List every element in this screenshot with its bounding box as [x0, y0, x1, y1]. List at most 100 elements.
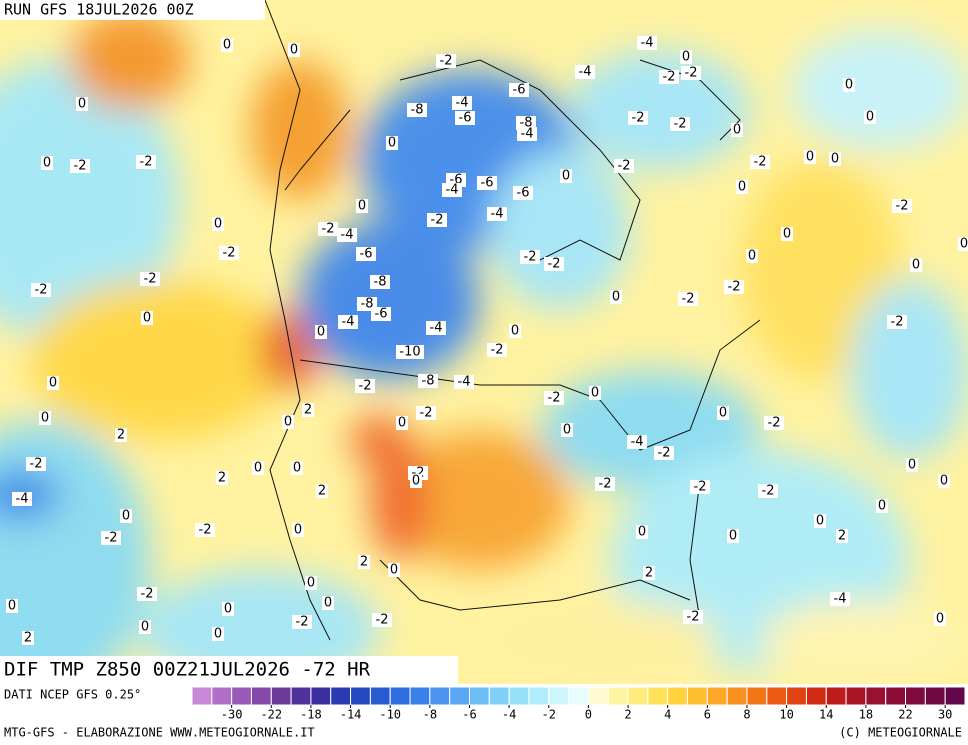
contour-label-box: [454, 375, 474, 389]
contour-label-box: [338, 315, 358, 329]
contour-label: -2: [658, 446, 671, 461]
contour-label-box: [195, 523, 215, 537]
colorbar-swatch: [647, 686, 669, 706]
contour-label-box: [288, 43, 300, 57]
colorbar-tick-label: -14: [340, 708, 362, 722]
contour-label-box: [358, 555, 370, 569]
contour-label-box: [934, 612, 946, 626]
field-label: DIF TMP Z850 00Z21JUL2026 -72 HR: [4, 659, 371, 681]
contour-label-box: [396, 416, 408, 430]
contour-label-box: [39, 411, 51, 425]
contour-label-box: [416, 406, 436, 420]
contour-label: -10: [399, 345, 420, 360]
contour-label-box: [561, 423, 573, 437]
contour-label: 0: [806, 150, 814, 165]
contour-label-box: [291, 461, 303, 475]
contour-label: 0: [719, 406, 727, 421]
contour-label-box: [731, 123, 743, 137]
contour-label-box: [516, 116, 536, 130]
contour-label: 0: [223, 38, 231, 53]
contour-label: 0: [41, 411, 49, 426]
contour-label: 0: [878, 499, 886, 514]
contour-label: 0: [831, 152, 839, 167]
contour-label: 0: [748, 249, 756, 264]
contour-label: 0: [324, 596, 332, 611]
contour-label-box: [370, 275, 390, 289]
contour-label: -2: [431, 213, 444, 228]
colorbar-swatch: [290, 686, 312, 706]
contour-label: -8: [361, 297, 374, 312]
contour-label: -2: [140, 155, 153, 170]
contour-label: -2: [376, 613, 389, 628]
contour-label: 0: [733, 123, 741, 138]
contour-label: -8: [374, 275, 387, 290]
contour-label: -2: [891, 315, 904, 330]
contour-label: -6: [513, 83, 526, 98]
colorbar-swatch: [607, 686, 629, 706]
contour-label-box: [426, 321, 446, 335]
colorbar-swatch: [944, 686, 966, 706]
contour-label-box: [455, 111, 475, 125]
colorbar-swatch: [191, 686, 213, 706]
contour-label-box: [750, 155, 770, 169]
contour-label: 0: [317, 325, 325, 340]
colorbar-swatch: [310, 686, 332, 706]
colorbar-tick-label: 30: [938, 708, 952, 722]
contour-label-box: [141, 311, 153, 325]
contour-label-box: [814, 514, 826, 528]
contour-label-box: [452, 96, 472, 110]
colorbar-swatch: [250, 686, 272, 706]
colorbar-swatch: [548, 686, 570, 706]
contour-label: -2: [144, 272, 157, 287]
contour-label: -2: [768, 416, 781, 431]
contour-label: 0: [390, 563, 398, 578]
contour-label-box: [388, 563, 400, 577]
contour-label-box: [418, 374, 438, 388]
colorbar-tick-label: -4: [502, 708, 516, 722]
contour-label-box: [216, 471, 228, 485]
header-box: [0, 0, 265, 20]
colorbar-swatch: [449, 686, 470, 706]
contour-label-box: [140, 272, 160, 286]
contour-label-box: [636, 525, 648, 539]
contour-label: 0: [290, 43, 298, 58]
contour-label: 0: [845, 78, 853, 93]
contour-label: 0: [412, 474, 420, 489]
source-label: DATI NCEP GFS 0.25°: [4, 688, 141, 702]
colorbar-tick-label: -6: [462, 708, 476, 722]
colorbar-swatch: [429, 686, 451, 706]
contour-label: 0: [638, 525, 646, 540]
colorbar-swatch: [825, 686, 847, 706]
contour-label: 0: [8, 599, 16, 614]
contour-label: 0: [960, 237, 968, 252]
contour-label-box: [544, 257, 564, 271]
contour-label: -2: [728, 280, 741, 295]
contour-label: -4: [834, 592, 847, 607]
contour-label-box: [804, 150, 816, 164]
contour-label: 0: [254, 461, 262, 476]
contour-label: -8: [411, 103, 424, 118]
contour-label: 0: [293, 461, 301, 476]
colorbar-swatch: [667, 686, 689, 706]
contour-label: -8: [422, 374, 435, 389]
contour-label-box: [892, 199, 912, 213]
contour-label-box: [513, 186, 533, 200]
contour-label-box: [427, 213, 447, 227]
contour-label-box: [643, 566, 655, 580]
contour-label-box: [670, 117, 690, 131]
contour-label-box: [781, 227, 793, 241]
contour-label-box: [509, 324, 521, 338]
colorbar-swatch: [865, 686, 887, 706]
contour-label-box: [41, 156, 53, 170]
contour-label: -4: [579, 65, 592, 80]
contour-label-box: [70, 159, 90, 173]
colorbar-swatch: [369, 686, 391, 706]
contour-label: 2: [24, 631, 32, 646]
contour-label: -2: [296, 615, 309, 630]
colorbar-tick-label: 2: [624, 708, 631, 722]
contour-label-box: [560, 169, 572, 183]
contour-label: -4: [458, 375, 471, 390]
colorbar-swatch: [885, 686, 907, 706]
contour-label-box: [212, 217, 224, 231]
